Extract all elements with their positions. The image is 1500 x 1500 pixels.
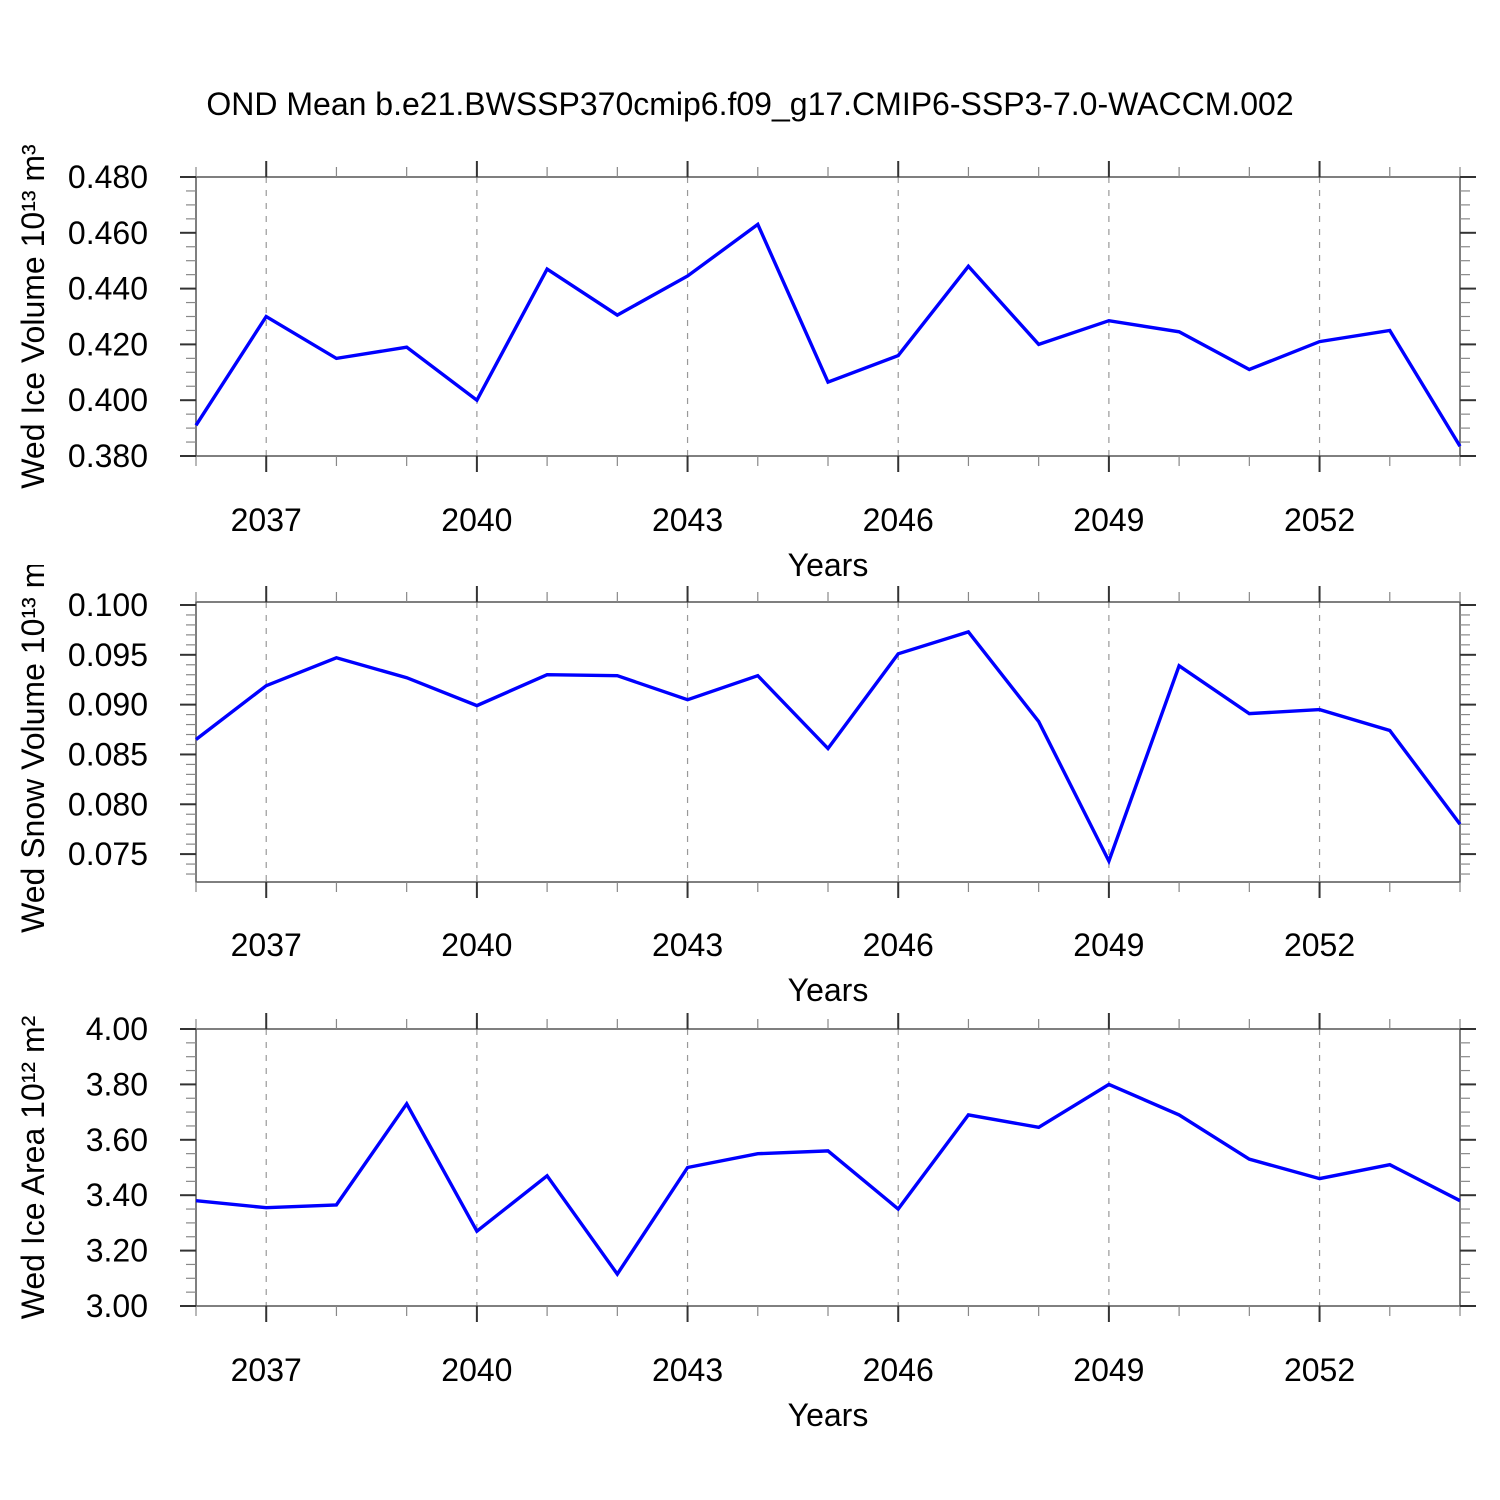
y-tick-label: 0.085 — [68, 736, 148, 772]
y-tick-label: 0.380 — [68, 438, 148, 474]
x-tick-label: 2046 — [863, 502, 934, 538]
wed-ice-area-chart: 2037 2040 2043 2046 2049 2052 4.00 3.80 3.60 3.40… — [15, 1011, 1476, 1433]
y-tick-label: 0.100 — [68, 587, 148, 623]
y-tick-label: 3.00 — [86, 1288, 148, 1324]
x-tick-label: 2052 — [1284, 502, 1355, 538]
x-axis-title: Years — [788, 1397, 869, 1433]
x-tick-label: 2037 — [231, 1352, 302, 1388]
y-tick-label: 3.40 — [86, 1177, 148, 1213]
x-tick-label: 2046 — [863, 1352, 934, 1388]
plot-border — [195, 1028, 1461, 1307]
plot-border — [195, 176, 1461, 457]
x-tick-label: 2049 — [1073, 927, 1144, 963]
x-tick-label: 2049 — [1073, 1352, 1144, 1388]
x-axis-title: Years — [788, 972, 869, 1008]
y-tick-label: 3.80 — [86, 1066, 148, 1102]
x-tick-label: 2043 — [652, 927, 723, 963]
y-tick-label: 0.095 — [68, 637, 148, 673]
x-axis-title: Years — [788, 547, 869, 583]
x-tick-label: 2043 — [652, 502, 723, 538]
data-line — [194, 221, 1462, 448]
x-tick-label: 2049 — [1073, 502, 1144, 538]
y-tick-label: 0.080 — [68, 786, 148, 822]
wed-snow-volume-chart: 2037 2040 2043 2046 2049 2052 0.100 0.095 0.090 0… — [15, 565, 1476, 1008]
data-line — [195, 1082, 1461, 1278]
page-title: OND Mean b.e21.BWSSP370cmip6.f09_g17.CMI… — [206, 86, 1294, 122]
y-tick-label: 3.60 — [86, 1122, 148, 1158]
y-tick-label: 0.480 — [68, 159, 148, 195]
x-tick-label: 2052 — [1284, 1352, 1355, 1388]
y-tick-label: 0.460 — [68, 215, 148, 251]
wed-ice-volume-chart: 2037 2040 2043 2046 2049 2052 0.480 0.460 0.440 0… — [15, 144, 1476, 583]
y-tick-label: 3.20 — [86, 1233, 148, 1269]
y-tick-label: 0.420 — [68, 326, 148, 362]
data-line — [194, 629, 1462, 866]
x-tick-label: 2046 — [863, 927, 934, 963]
x-tick-label: 2037 — [231, 927, 302, 963]
y-tick-label: 4.00 — [86, 1011, 148, 1047]
y-axis-title: Wed Ice Volume 10¹³ m³ — [15, 144, 51, 489]
plot-border — [195, 601, 1461, 883]
x-tick-label: 2037 — [231, 502, 302, 538]
y-axis-title: Wed Snow Volume 10¹³ m³ — [15, 565, 51, 933]
y-tick-label: 0.075 — [68, 836, 148, 872]
x-tick-label: 2040 — [441, 1352, 512, 1388]
y-tick-label: 0.090 — [68, 687, 148, 723]
y-tick-label: 0.400 — [68, 382, 148, 418]
x-tick-label: 2040 — [441, 927, 512, 963]
x-tick-label: 2043 — [652, 1352, 723, 1388]
x-tick-label: 2040 — [441, 502, 512, 538]
y-axis-title: Wed Ice Area 10¹² m² — [15, 1015, 51, 1319]
x-tick-label: 2052 — [1284, 927, 1355, 963]
y-tick-label: 0.440 — [68, 271, 148, 307]
